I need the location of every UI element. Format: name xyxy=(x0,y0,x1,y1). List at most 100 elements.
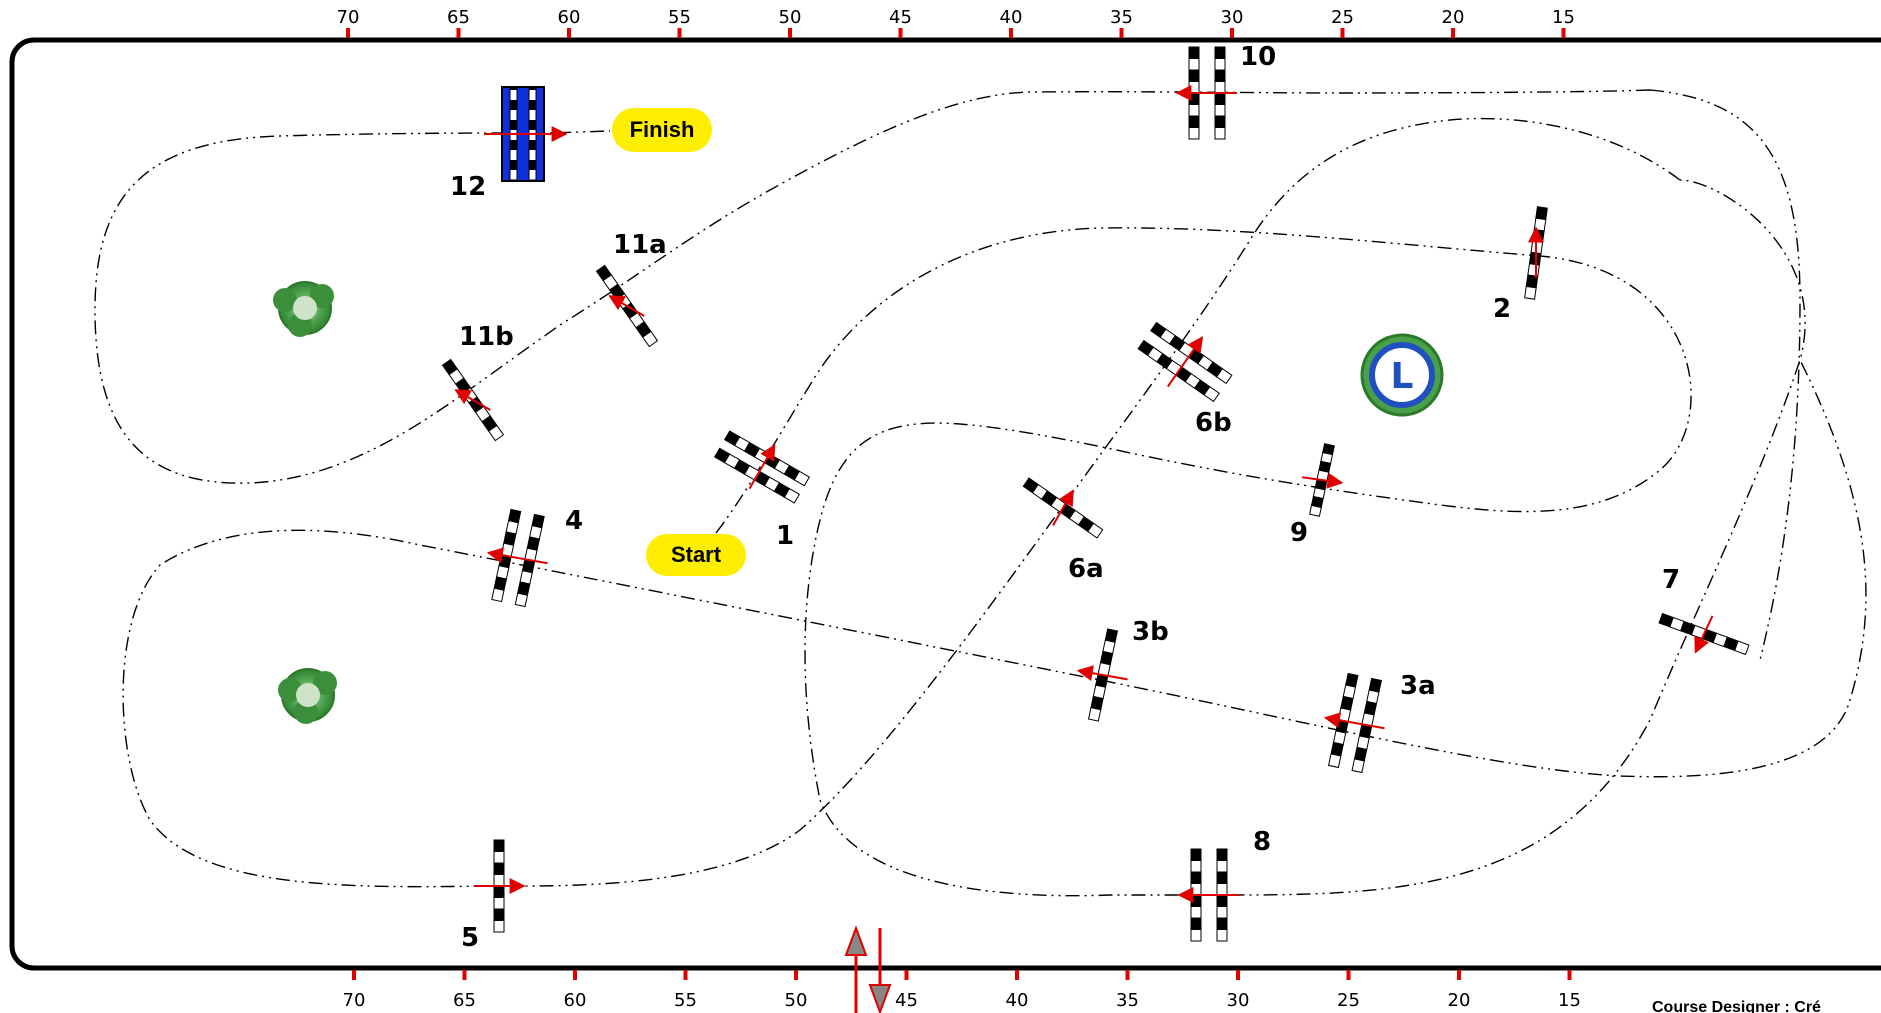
fence-rail-segment xyxy=(1188,69,1200,82)
fence-direction-arrow xyxy=(1052,489,1074,526)
fence-rail-segment xyxy=(1214,104,1226,117)
ruler-top-label: 40 xyxy=(1000,7,1023,28)
fence-label-8: 8 xyxy=(1253,827,1271,857)
fence-3b xyxy=(1076,628,1128,722)
ruler-top-label: 50 xyxy=(779,7,802,28)
fence-rail-segment xyxy=(1214,58,1226,71)
ruler-bottom-label: 25 xyxy=(1337,990,1360,1011)
fence-rail-segment xyxy=(493,862,505,875)
ruler-top: 70 65 60 55 50 45 40 35 30 25 20 15 xyxy=(337,7,1575,38)
fence-direction-arrow xyxy=(1323,712,1385,730)
ruler-top-label: 70 xyxy=(337,7,360,28)
arena-border xyxy=(9,37,1881,971)
fence-rail-segment xyxy=(1214,127,1226,140)
fence-label-11a: 11a xyxy=(613,230,667,260)
fence-6a xyxy=(1022,477,1104,539)
fence-rail-segment xyxy=(1188,115,1200,128)
ruler-top-label: 65 xyxy=(447,7,470,28)
ruler-top-label: 20 xyxy=(1442,7,1465,28)
ruler-bottom-label: 40 xyxy=(1006,990,1029,1011)
fence-rail-segment xyxy=(1203,386,1220,403)
fence-rail-segment xyxy=(493,839,505,852)
fence-rail-segment xyxy=(491,587,505,603)
fence-rail-segment xyxy=(1190,871,1202,884)
fence-rail-segment xyxy=(1216,848,1228,861)
fence-rail-segment xyxy=(487,424,505,442)
ruler-bottom-label: 65 xyxy=(453,990,476,1011)
fence-rail-segment xyxy=(1328,753,1342,769)
judge-marker-label: L xyxy=(1391,356,1414,397)
fence-rail-segment xyxy=(1351,758,1365,774)
fence-rail-segment xyxy=(1214,81,1226,94)
fence-rail-segment xyxy=(493,908,505,921)
fence-direction-arrow xyxy=(1694,615,1714,654)
fences xyxy=(441,46,1750,942)
fence-rail-segment xyxy=(1216,906,1228,919)
ruler-bottom-label: 50 xyxy=(785,990,808,1011)
fence-rail-segment xyxy=(1188,81,1200,94)
fence-rail-segment xyxy=(493,874,505,887)
ruler-bottom-label: 35 xyxy=(1116,990,1139,1011)
course-path-segment-1 xyxy=(715,179,1806,897)
ruler-top-label: 35 xyxy=(1110,7,1133,28)
start-marker: Start xyxy=(646,534,746,576)
fence-rail-segment xyxy=(1216,917,1228,930)
ruler-bottom-label: 60 xyxy=(564,990,587,1011)
entrance-arrows xyxy=(844,925,892,1013)
ruler-bottom: 70 65 60 55 50 45 40 35 30 25 20 15 xyxy=(343,970,1581,1011)
fence-direction-arrow xyxy=(454,389,491,411)
fence-direction-arrow xyxy=(748,443,776,490)
fence-rail-segment xyxy=(1188,46,1200,59)
fence-direction-arrow xyxy=(1302,472,1344,489)
fence-rail-segment xyxy=(1190,906,1202,919)
fence-rail-segment xyxy=(1087,522,1104,539)
fence-direction-arrow xyxy=(486,547,548,565)
ruler-bottom-label: 55 xyxy=(674,990,697,1011)
fence-label-7: 7 xyxy=(1662,565,1680,595)
fence-label-2: 2 xyxy=(1493,294,1511,324)
fence-rail-segment xyxy=(1532,228,1545,243)
finish-label: Finish xyxy=(630,117,695,142)
fence-label-3a: 3a xyxy=(1400,671,1436,701)
fence-5 xyxy=(474,839,526,933)
fence-label-12: 12 xyxy=(450,172,486,202)
ruler-top-label: 45 xyxy=(889,7,912,28)
fence-2 xyxy=(1524,206,1548,300)
fence-rail-segment xyxy=(1190,894,1202,907)
fence-rail-segment xyxy=(1309,504,1322,517)
fence-rail-segment xyxy=(1734,640,1750,656)
fence-label-10: 10 xyxy=(1240,42,1276,72)
fence-direction-arrow xyxy=(608,295,645,317)
ruler-bottom-label: 45 xyxy=(895,990,918,1011)
fence-label-5: 5 xyxy=(461,923,479,953)
fence-rail-segment xyxy=(1190,848,1202,861)
fence-label-3b: 3b xyxy=(1132,617,1169,647)
fence-rail-segment xyxy=(1188,104,1200,117)
fence-rail-segment xyxy=(514,592,529,608)
fence-rail-segment xyxy=(1524,285,1537,300)
fence-rail-segment xyxy=(493,920,505,933)
fence-4 xyxy=(486,508,548,608)
fence-rail-segment xyxy=(1216,871,1228,884)
fence-direction-arrow xyxy=(1076,665,1128,682)
fence-rail-segment xyxy=(1190,860,1202,873)
fence-rail-segment xyxy=(1214,46,1226,59)
fence-rail-segment xyxy=(793,470,811,487)
fence-3a xyxy=(1323,672,1385,774)
fence-rail-segment xyxy=(1087,707,1102,722)
ruler-top-label: 15 xyxy=(1552,7,1575,28)
fence-rail-segment xyxy=(1535,206,1548,221)
course-designer-credit: Course Designer : Cré xyxy=(1652,999,1821,1013)
fence-rail-segment xyxy=(783,487,801,504)
fence-rail-segment xyxy=(1216,367,1233,385)
fence-rail-segment xyxy=(1214,115,1226,128)
ruler-bottom-label: 70 xyxy=(343,990,366,1011)
fence-label-6b: 6b xyxy=(1195,408,1232,438)
fence-label-11b: 11b xyxy=(459,322,514,352)
fence-rail-segment xyxy=(1190,917,1202,930)
fence-label-4: 4 xyxy=(565,506,583,536)
judge-marker: L xyxy=(1360,333,1444,417)
fence-labels: 1 2 3a 3b 4 5 6a 6b 7 8 9 10 11a 11b 12 xyxy=(450,42,1680,953)
fence-rail-segment xyxy=(1190,883,1202,896)
